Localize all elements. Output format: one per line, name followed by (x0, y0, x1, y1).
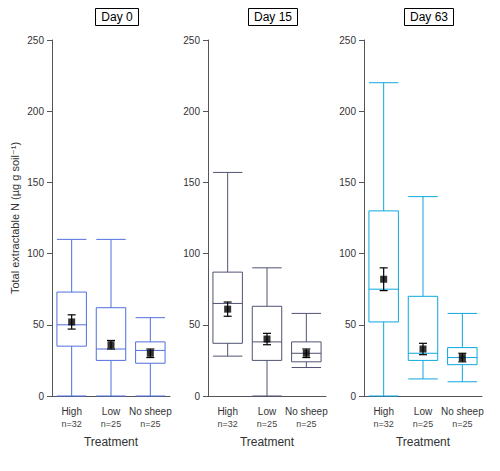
svg-text:0: 0 (38, 391, 44, 402)
svg-text:Treatment: Treatment (240, 435, 295, 449)
svg-text:200: 200 (27, 106, 44, 117)
svg-text:n=25: n=25 (140, 419, 160, 429)
svg-text:Treatment: Treatment (84, 435, 139, 449)
svg-text:High: High (61, 406, 82, 417)
svg-text:200: 200 (339, 106, 356, 117)
svg-text:50: 50 (345, 319, 357, 330)
svg-text:Total extractable N (µg g soil: Total extractable N (µg g soil⁻¹) (9, 142, 21, 294)
svg-text:Treatment: Treatment (396, 435, 451, 449)
svg-text:No sheep: No sheep (285, 406, 328, 417)
svg-text:High: High (217, 406, 238, 417)
svg-text:Low: Low (414, 406, 433, 417)
svg-text:200: 200 (183, 106, 200, 117)
svg-text:n=32: n=32 (218, 419, 238, 429)
svg-text:n=25: n=25 (101, 419, 121, 429)
svg-text:150: 150 (27, 177, 44, 188)
svg-text:n=25: n=25 (257, 419, 277, 429)
svg-text:100: 100 (183, 248, 200, 259)
svg-text:Day 63: Day 63 (410, 10, 448, 24)
svg-text:100: 100 (339, 248, 356, 259)
svg-text:n=32: n=32 (374, 419, 394, 429)
svg-text:Day 15: Day 15 (254, 10, 292, 24)
svg-text:50: 50 (33, 319, 45, 330)
svg-text:High: High (373, 406, 394, 417)
svg-text:n=25: n=25 (296, 419, 316, 429)
svg-text:250: 250 (27, 35, 44, 46)
svg-text:Day 0: Day 0 (101, 10, 133, 24)
svg-text:50: 50 (189, 319, 201, 330)
svg-text:No sheep: No sheep (129, 406, 172, 417)
svg-text:Low: Low (102, 406, 121, 417)
svg-text:n=32: n=32 (62, 419, 82, 429)
svg-text:No sheep: No sheep (441, 406, 484, 417)
svg-text:0: 0 (350, 391, 356, 402)
svg-text:100: 100 (27, 248, 44, 259)
svg-text:n=25: n=25 (452, 419, 472, 429)
svg-text:250: 250 (183, 35, 200, 46)
svg-text:250: 250 (339, 35, 356, 46)
svg-text:Low: Low (258, 406, 277, 417)
svg-text:n=25: n=25 (413, 419, 433, 429)
svg-text:150: 150 (339, 177, 356, 188)
svg-text:0: 0 (194, 391, 200, 402)
svg-text:150: 150 (183, 177, 200, 188)
